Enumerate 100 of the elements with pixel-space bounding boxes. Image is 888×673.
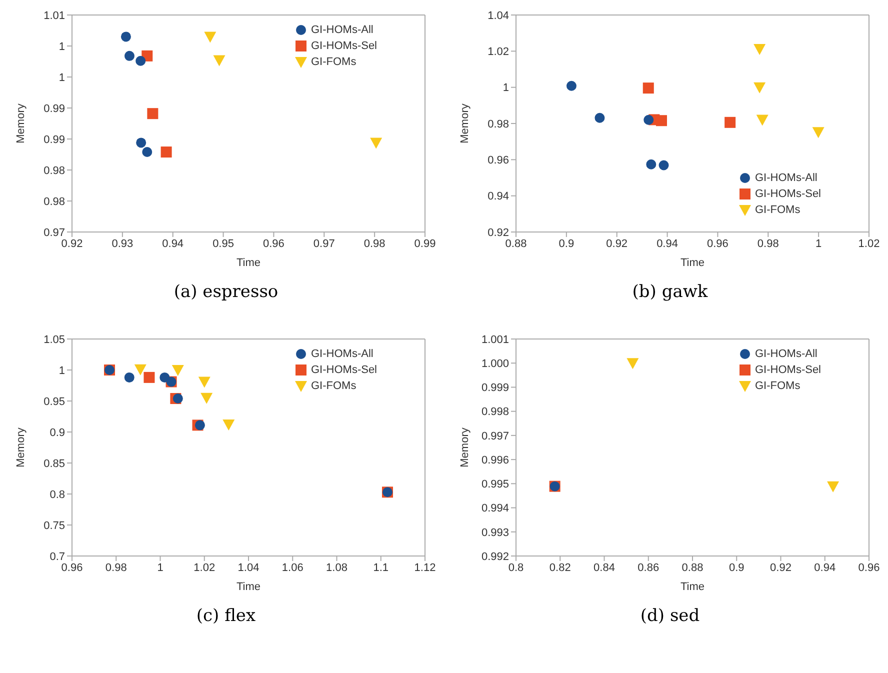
legend-label: GI-HOMs-All [754, 347, 818, 362]
y-tick-label: 0.75 [44, 520, 65, 532]
x-tick-label: 1.12 [414, 562, 436, 574]
y-tick-label: 0.9 [50, 426, 65, 439]
x-tick-label: 1.02 [194, 562, 216, 574]
legend-label: GI-HOMs-Sel [310, 363, 377, 378]
x-tick-label: 0.99 [414, 238, 436, 250]
y-tick-label: 0.999 [481, 382, 509, 394]
x-tick-label: 1.02 [858, 238, 880, 250]
point [124, 50, 134, 61]
legend-label: GI-FOMs [310, 55, 358, 70]
x-tick-label: 0.98 [757, 238, 779, 250]
x-tick-label: 0.9 [558, 238, 574, 250]
y-axis-title: Memory [14, 427, 27, 468]
x-tick-label: 1.04 [238, 562, 260, 574]
x-tick-label: 0.84 [594, 562, 615, 574]
point [120, 32, 131, 42]
y-tick-label: 1.04 [488, 10, 509, 22]
point [370, 138, 382, 149]
y-tick-label: 0.99 [44, 102, 65, 115]
x-tick-label: 0.93 [112, 238, 134, 250]
y-tick-label: 1.01 [44, 10, 65, 22]
x-tick-label: 0.94 [656, 238, 678, 250]
y-tick-label: 0.993 [481, 526, 509, 539]
x-tick-label: 0.98 [105, 562, 127, 574]
y-tick-label: 1 [58, 364, 65, 377]
x-tick-label: 0.94 [814, 562, 836, 574]
point [756, 114, 768, 126]
y-axis-title: Memory [14, 103, 27, 144]
x-tick-label: 1.06 [282, 562, 304, 574]
legend-label: GI-FOMs [754, 203, 802, 218]
point [204, 32, 216, 43]
x-tick-label: 1 [157, 562, 164, 574]
text: (d) sed [639, 606, 701, 628]
y-tick-label: 0.92 [488, 226, 509, 239]
x-tick-label: 0.88 [505, 238, 527, 250]
y-tick-label: 0.98 [44, 164, 65, 177]
text: (a) espresso [172, 282, 280, 304]
x-axis-title: Time [236, 257, 261, 269]
x-tick-label: 0.82 [549, 562, 571, 574]
y-tick-label: 1 [58, 40, 65, 53]
y-tick-label: 0.996 [481, 454, 509, 466]
point [213, 55, 226, 66]
point [754, 44, 766, 55]
x-tick-label: 0.96 [263, 238, 284, 250]
point [136, 56, 146, 66]
y-tick-label: 0.95 [44, 396, 65, 408]
y-tick-label: 1.000 [481, 358, 509, 370]
x-tick-label: 1 [816, 238, 822, 250]
y-tick-label: 0.7 [50, 550, 65, 563]
x-tick-label: 0.9 [728, 562, 744, 574]
point [200, 392, 213, 404]
y-tick-label: 0.994 [481, 502, 509, 515]
legend-label: GI-HOMs-Sel [754, 363, 821, 378]
x-tick-label: 0.98 [364, 238, 386, 250]
x-tick-label: 0.92 [770, 562, 792, 574]
point [198, 376, 210, 388]
y-tick-label: 0.99 [44, 134, 65, 146]
x-tick-label: 0.94 [162, 238, 184, 250]
point [658, 160, 669, 170]
y-axis-title: Memory [458, 427, 471, 468]
legend-label: GI-FOMs [754, 379, 802, 394]
legend-label: GI-FOMs [310, 379, 358, 394]
point [144, 372, 155, 383]
point [172, 365, 184, 376]
x-tick-label: 0.97 [313, 238, 335, 250]
x-tick-label: 0.92 [606, 238, 628, 250]
y-tick-label: 0.85 [44, 458, 65, 470]
x-tick-label: 1.08 [326, 562, 348, 574]
y-tick-label: 1.05 [44, 334, 65, 346]
y-tick-label: 0.97 [44, 226, 65, 239]
x-axis-title: Time [236, 581, 261, 593]
y-tick-label: 0.98 [44, 196, 65, 208]
point [172, 394, 183, 404]
y-tick-label: 0.98 [488, 118, 509, 130]
point [646, 159, 656, 170]
point [812, 127, 824, 138]
y-tick-label: 0.997 [481, 430, 509, 442]
legend-label: GI-HOMs-All [310, 23, 374, 38]
y-tick-label: 0.8 [50, 488, 65, 501]
x-tick-label: 0.88 [682, 562, 704, 574]
y-tick-label: 0.992 [481, 550, 509, 563]
x-tick-label: 0.8 [508, 562, 524, 574]
y-tick-label: 0.94 [488, 190, 509, 203]
text: (c) flex [195, 606, 257, 628]
x-tick-label: 1.1 [373, 562, 389, 574]
x-tick-label: 0.96 [707, 238, 728, 250]
point [194, 420, 205, 430]
text: (b) gawk [631, 282, 709, 304]
point [136, 138, 146, 148]
legend-label: GI-HOMs-Sel [754, 187, 821, 202]
y-tick-label: 0.96 [488, 154, 509, 167]
point [566, 80, 576, 91]
point [147, 108, 158, 120]
point [142, 147, 152, 158]
point [644, 114, 654, 125]
point [754, 82, 766, 94]
point [134, 364, 146, 376]
x-tick-label: 0.86 [638, 562, 660, 574]
y-tick-label: 0.995 [481, 478, 509, 491]
